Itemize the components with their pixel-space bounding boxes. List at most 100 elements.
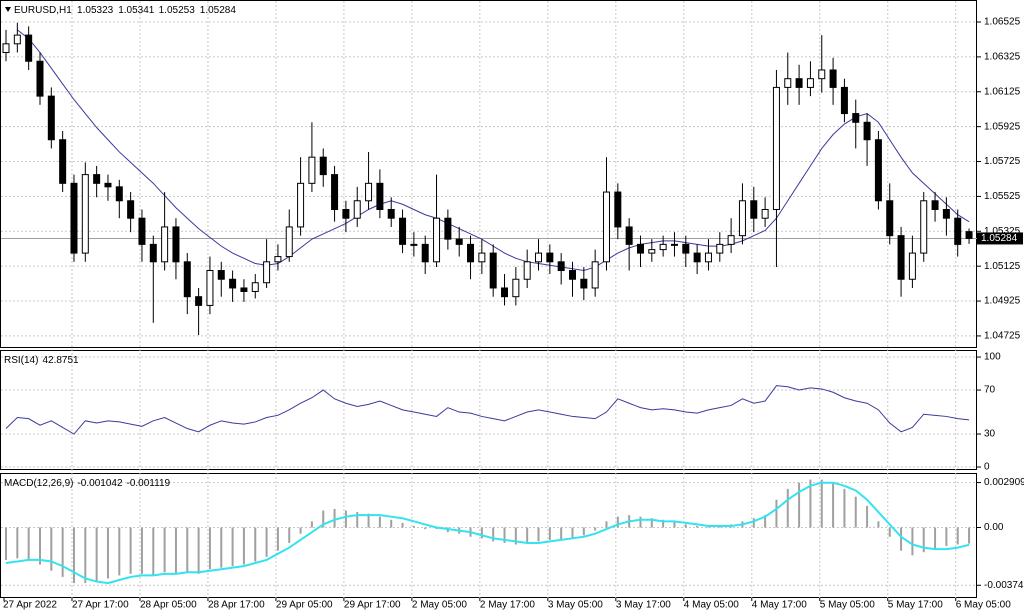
- candle-body: [954, 217, 962, 245]
- symbol-menu-icon[interactable]: [5, 7, 11, 12]
- candle-body: [625, 226, 633, 245]
- mark-layer: [2, 22, 973, 585]
- y-tick-label: 0.002909: [984, 477, 1024, 488]
- macd-bar: [911, 527, 914, 556]
- macd-bar: [752, 518, 755, 528]
- candle-body: [93, 174, 101, 184]
- candle-body: [772, 86, 780, 210]
- macd-bar: [367, 513, 370, 528]
- candle-body: [195, 296, 203, 306]
- candle-body: [421, 243, 429, 263]
- macd-bar: [650, 518, 653, 528]
- macd-bar: [186, 527, 189, 573]
- symbol-title: EURUSD,H1: [14, 5, 72, 16]
- candle-body: [297, 182, 305, 228]
- x-tick-label: 4 May 17:00: [752, 600, 807, 611]
- candle-body: [897, 235, 905, 280]
- x-tick-label: 29 Apr 17:00: [344, 600, 401, 611]
- macd-bar: [503, 527, 506, 543]
- x-tick-label: 3 May 17:00: [616, 600, 671, 611]
- macd-bar: [934, 527, 937, 550]
- macd-bar: [616, 516, 619, 528]
- candle-body: [206, 270, 214, 306]
- x-tick-label: 2 May 17:00: [480, 600, 535, 611]
- macd-bar: [106, 527, 109, 579]
- candle-body: [727, 235, 735, 245]
- macd-bar: [684, 524, 687, 528]
- macd-bar: [480, 527, 483, 539]
- rsi-panel: [0, 350, 977, 470]
- candle-body: [365, 182, 373, 202]
- macd-bar: [5, 527, 7, 560]
- macd-bar: [888, 527, 891, 537]
- candle-body: [750, 200, 758, 219]
- x-tick-label: 29 Apr 05:00: [276, 600, 333, 611]
- macd-title: MACD(12,26,9): [4, 478, 73, 489]
- macd-signal-line: [5, 481, 970, 585]
- y-tick-label: 1.05925: [984, 121, 1021, 132]
- macd-bar: [163, 527, 166, 573]
- macd-bar: [866, 505, 869, 528]
- macd-bar: [152, 527, 155, 576]
- candle-body: [331, 174, 339, 210]
- macd-bar: [333, 508, 336, 528]
- candle-body: [942, 208, 950, 219]
- header-open: 1.05323: [77, 5, 114, 16]
- candle-body: [2, 43, 10, 54]
- candle-body: [535, 252, 543, 263]
- macd-bar: [299, 527, 302, 534]
- candle-body: [217, 270, 225, 280]
- macd-bar: [265, 527, 268, 557]
- macd-bar: [514, 527, 517, 545]
- macd-bar: [945, 527, 948, 547]
- macd-header: MACD(12,26,9) -0.001042 -0.001119: [4, 478, 171, 489]
- candle-body: [886, 200, 894, 237]
- macd-bar: [129, 527, 132, 574]
- macd-bar: [401, 522, 404, 528]
- candle-body: [104, 182, 112, 188]
- x-tick-label: 4 May 05:00: [684, 600, 739, 611]
- y-tick-label: 1.06325: [984, 52, 1021, 63]
- macd-bar: [764, 515, 767, 528]
- candle-body: [693, 252, 701, 263]
- macd-last: -0.001042: [77, 478, 122, 489]
- macd-bar: [322, 510, 325, 528]
- macd-bar: [61, 527, 64, 577]
- macd-bar: [242, 527, 245, 565]
- macd-bar: [956, 527, 959, 545]
- macd-bar: [968, 527, 971, 544]
- candle-body: [580, 278, 588, 289]
- macd-bar: [548, 527, 551, 540]
- candle-body: [172, 226, 180, 263]
- candle-body: [478, 252, 486, 263]
- rsi-last: 42.8751: [42, 355, 79, 366]
- candle-body: [965, 231, 973, 239]
- candle-body: [229, 278, 237, 289]
- header-high: 1.05341: [118, 5, 155, 16]
- candle-body: [319, 156, 327, 176]
- macd-bar: [594, 527, 597, 531]
- macd-bar: [310, 521, 313, 528]
- candle-body: [648, 249, 656, 254]
- candle-body: [682, 243, 690, 254]
- macd-bar: [197, 527, 200, 574]
- candle-body: [251, 282, 259, 292]
- candle-body: [274, 256, 282, 263]
- macd-bar: [50, 527, 53, 571]
- macd-bar: [696, 525, 699, 528]
- candle-body: [455, 238, 463, 245]
- candle-body: [840, 86, 848, 115]
- macd-bar: [832, 482, 835, 528]
- macd-bar: [877, 521, 880, 528]
- candle-body: [920, 200, 928, 254]
- candle-body: [115, 186, 123, 202]
- candle-body: [795, 78, 803, 88]
- macd-bar: [288, 527, 291, 543]
- macd-panel: [0, 473, 977, 598]
- candle-body: [818, 69, 826, 80]
- macd-bar: [390, 519, 393, 528]
- macd-bar: [605, 521, 608, 528]
- y-tick-label: 1.05325: [984, 226, 1021, 237]
- candle-body: [444, 217, 452, 240]
